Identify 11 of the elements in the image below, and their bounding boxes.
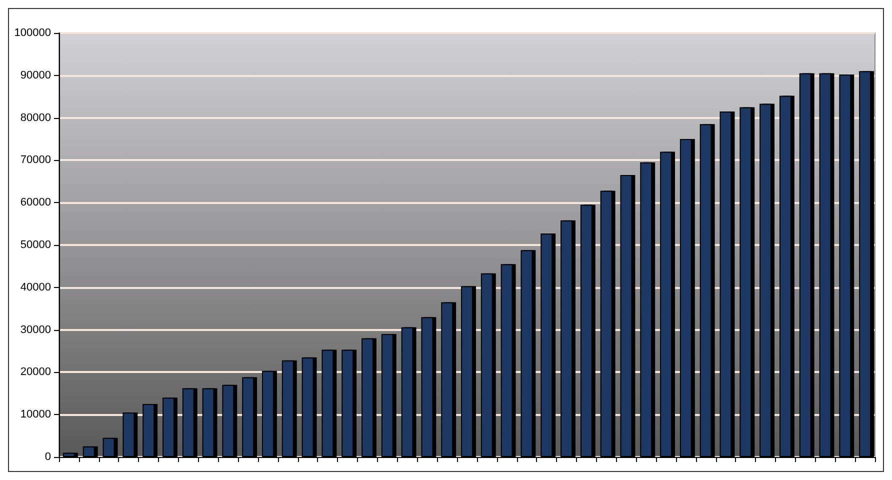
y-tick-label: 70000	[20, 154, 51, 166]
y-tick-label: 60000	[20, 196, 51, 209]
y-tick-label: 80000	[20, 112, 51, 124]
y-tick-label: 40000	[20, 281, 51, 294]
y-tick-label: 30000	[20, 324, 51, 336]
y-tick-label: 90000	[20, 69, 51, 82]
y-tick-label: 20000	[20, 366, 51, 378]
y-tick-label: 0	[44, 451, 51, 463]
y-tick-label: 100000	[14, 27, 51, 39]
y-tick-label: 10000	[20, 408, 51, 421]
y-tick-label: 50000	[20, 239, 51, 251]
